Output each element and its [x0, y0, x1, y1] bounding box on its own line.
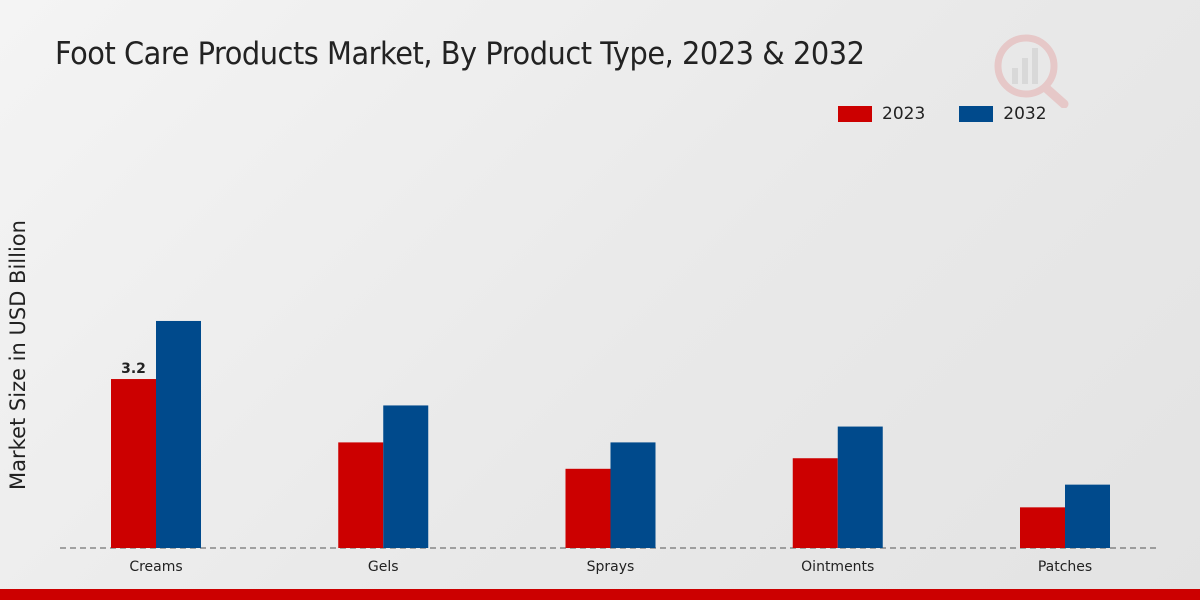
bar-2032-ointments — [837, 426, 883, 548]
bar-2023-sprays — [565, 468, 611, 548]
data-label-2023-creams: 3.2 — [121, 361, 146, 377]
chart-legend: 2023 2032 — [838, 104, 1081, 124]
chart-title: Foot Care Products Market, By Product Ty… — [55, 36, 865, 72]
legend-label-2032: 2032 — [1003, 104, 1047, 124]
bar-2032-patches — [1065, 484, 1110, 548]
bar-2023-creams — [111, 379, 156, 548]
bar-2032-creams — [156, 320, 201, 548]
bar-2023-ointments — [792, 458, 838, 548]
bar-2032-sprays — [610, 442, 656, 548]
legend-item-2032: 2032 — [959, 104, 1047, 124]
x-tick-label-sprays: Sprays — [587, 559, 635, 575]
x-tick-label-creams: Creams — [129, 559, 182, 575]
bar-2023-patches — [1020, 507, 1065, 548]
x-tick-label-patches: Patches — [1038, 559, 1092, 575]
legend-swatch-2023 — [838, 106, 872, 122]
bar-2032-gels — [383, 405, 429, 548]
legend-item-2023: 2023 — [838, 104, 925, 124]
brand-logo-icon — [990, 28, 1070, 112]
legend-label-2023: 2023 — [882, 104, 926, 124]
x-tick-label-gels: Gels — [368, 559, 399, 575]
x-tick-label-ointments: Ointments — [801, 559, 874, 575]
legend-swatch-2032 — [959, 106, 994, 122]
bar-2023-gels — [338, 442, 384, 548]
footer-bar — [0, 589, 1200, 600]
